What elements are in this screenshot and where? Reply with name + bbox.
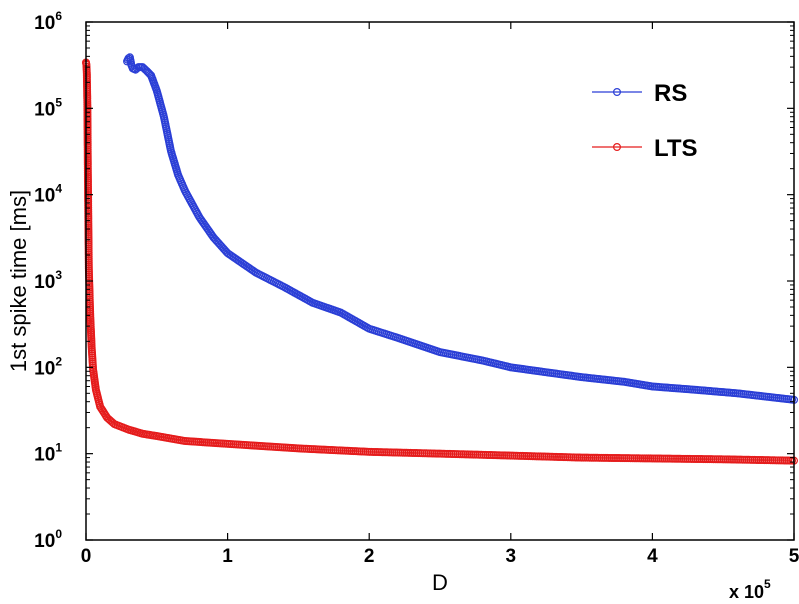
y-tick-exponent: 0 xyxy=(55,527,62,541)
y-tick-exponent: 5 xyxy=(55,95,62,109)
x-axis-label: D xyxy=(432,570,448,595)
y-tick-base: 10 xyxy=(34,99,55,120)
legend-marker xyxy=(612,143,621,152)
legend-label: RS xyxy=(654,80,687,107)
y-tick-base: 10 xyxy=(34,13,55,34)
x-tick-label: 4 xyxy=(647,546,658,567)
series-lts xyxy=(81,58,798,465)
legend-item-rs: RS xyxy=(592,80,687,107)
y-tick-base: 10 xyxy=(34,186,55,207)
y-tick-exponent: 1 xyxy=(55,441,62,455)
y-tick-label: 103 xyxy=(34,268,62,293)
x-multiplier-exponent: 5 xyxy=(764,577,771,591)
x-tick-label: 5 xyxy=(789,546,799,567)
y-tick-exponent: 4 xyxy=(55,182,62,196)
x-tick-label: 2 xyxy=(364,546,375,567)
series-layer xyxy=(81,53,798,465)
y-axis-label: 1st spike time [ms] xyxy=(6,190,31,372)
y-tick-exponent: 2 xyxy=(55,354,62,368)
y-tick-label: 106 xyxy=(34,9,62,34)
y-tick-label: 100 xyxy=(34,527,62,552)
y-tick-exponent: 3 xyxy=(55,268,62,282)
y-tick-label: 105 xyxy=(34,95,62,120)
x-tick-label: 1 xyxy=(222,546,233,567)
y-tick-base: 10 xyxy=(34,272,55,293)
y-tick-base: 10 xyxy=(34,531,55,552)
x-axis-multiplier: x 105 xyxy=(729,577,771,602)
x-tick-label: 0 xyxy=(81,546,92,567)
y-tick-label: 101 xyxy=(34,441,62,466)
y-tick-base: 10 xyxy=(34,358,55,379)
y-tick-label: 104 xyxy=(34,182,62,207)
x-multiplier-base: x 10 xyxy=(729,582,764,602)
legend: RS LTS xyxy=(592,80,698,162)
legend-item-lts: LTS xyxy=(592,135,698,162)
y-tick-label: 102 xyxy=(34,354,62,379)
y-tick-exponent: 6 xyxy=(55,9,62,23)
x-tick-label: 3 xyxy=(506,546,517,567)
y-tick-base: 10 xyxy=(34,445,55,466)
legend-label: LTS xyxy=(654,135,698,162)
legend-marker xyxy=(612,87,621,96)
series-rs xyxy=(123,53,798,404)
x-axis: 0 1 2 3 4 5 xyxy=(81,22,799,567)
